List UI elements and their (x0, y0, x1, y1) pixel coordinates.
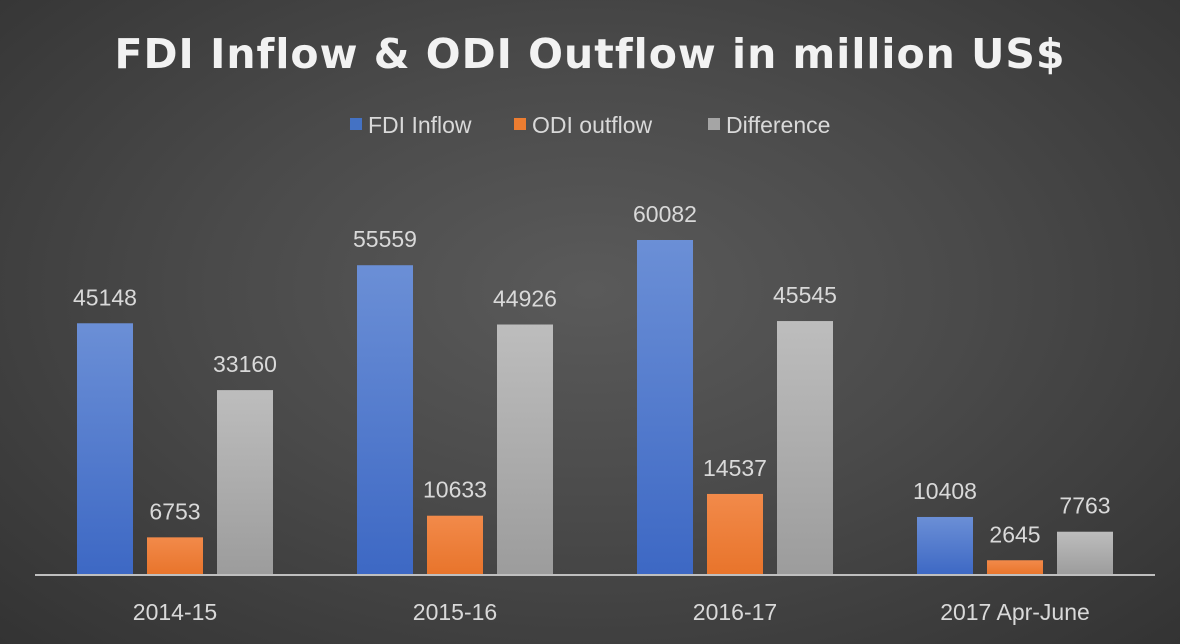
legend-swatch (708, 118, 720, 130)
chart-title: FDI Inflow & ODI Outflow in million US$ (115, 30, 1066, 78)
bar-difference-2016-17 (777, 321, 833, 575)
data-label: 10408 (913, 478, 977, 504)
bar-fdi-inflow-2017-apr-june (917, 516, 973, 575)
data-label: 44926 (493, 286, 557, 312)
data-label: 45545 (773, 282, 837, 308)
bar-difference-2017-apr-june (1057, 531, 1113, 575)
bar-difference-2014-15 (217, 390, 273, 575)
legend-swatch (350, 118, 362, 130)
x-tick-label: 2014-15 (133, 599, 217, 625)
bar-fdi-inflow-2014-15 (77, 323, 133, 575)
data-label: 7763 (1059, 493, 1110, 519)
bar-fdi-inflow-2016-17 (637, 240, 693, 575)
bar-fdi-inflow-2015-16 (357, 265, 413, 575)
data-label: 2645 (989, 521, 1040, 547)
legend-swatch (514, 118, 526, 130)
data-label: 14537 (703, 455, 767, 481)
bar-odi-outflow-2016-17 (707, 493, 763, 575)
x-tick-labels: 2014-15 2015-16 2016-17 2017 Apr-June (133, 599, 1090, 625)
legend-label: Difference (726, 112, 830, 138)
data-label: 33160 (213, 351, 277, 377)
legend-label: ODI outflow (532, 112, 653, 138)
data-labels-group: 45148 6753 33160 55559 10633 44926 60082 14537 4… (73, 201, 1111, 547)
data-label: 45148 (73, 284, 137, 310)
bar-difference-2015-16 (497, 324, 553, 575)
bar-odi-outflow-2014-15 (147, 537, 203, 575)
x-tick-label: 2017 Apr-June (940, 599, 1090, 625)
x-tick-label: 2016-17 (693, 599, 777, 625)
bar-odi-outflow-2017-apr-june (987, 560, 1043, 575)
data-label: 6753 (149, 498, 200, 524)
bars-group (77, 240, 1113, 575)
legend-label: FDI Inflow (368, 112, 472, 138)
bar-odi-outflow-2015-16 (427, 515, 483, 575)
data-label: 10633 (423, 477, 487, 503)
data-label: 60082 (633, 201, 697, 227)
x-tick-label: 2015-16 (413, 599, 497, 625)
legend: FDI Inflow ODI outflow Difference (350, 112, 830, 138)
data-label: 55559 (353, 226, 417, 252)
